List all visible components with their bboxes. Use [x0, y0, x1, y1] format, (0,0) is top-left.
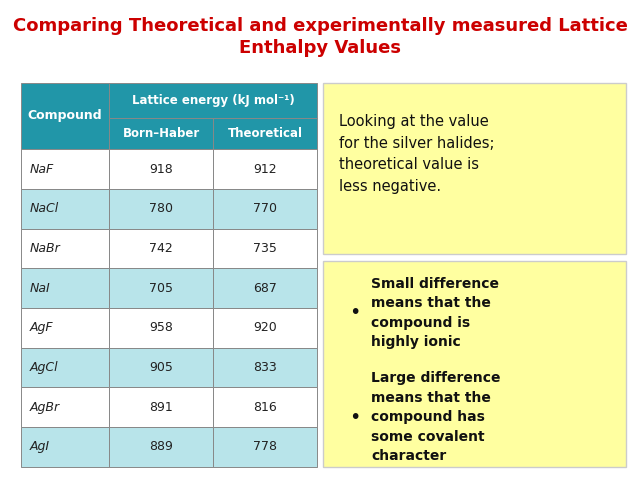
FancyBboxPatch shape [109, 83, 317, 118]
FancyBboxPatch shape [20, 189, 109, 228]
FancyBboxPatch shape [20, 427, 109, 467]
Text: 905: 905 [149, 361, 173, 374]
Text: 705: 705 [149, 282, 173, 295]
FancyBboxPatch shape [213, 268, 317, 308]
FancyBboxPatch shape [20, 83, 109, 149]
Text: Compound: Compound [28, 109, 102, 122]
Text: 833: 833 [253, 361, 277, 374]
Text: 918: 918 [149, 163, 173, 176]
Text: •: • [349, 408, 360, 427]
Text: AgF: AgF [30, 321, 54, 335]
FancyBboxPatch shape [109, 189, 213, 228]
Text: Looking at the value
for the silver halides;
theoretical value is
less negative.: Looking at the value for the silver hali… [339, 114, 495, 194]
Text: 770: 770 [253, 203, 277, 216]
Text: NaF: NaF [30, 163, 54, 176]
FancyBboxPatch shape [109, 118, 213, 149]
FancyBboxPatch shape [109, 268, 213, 308]
FancyBboxPatch shape [20, 348, 109, 387]
Text: AgBr: AgBr [30, 401, 60, 414]
FancyBboxPatch shape [109, 228, 213, 268]
Text: NaCl: NaCl [30, 203, 60, 216]
FancyBboxPatch shape [213, 348, 317, 387]
FancyBboxPatch shape [20, 149, 109, 189]
Text: NaI: NaI [30, 282, 51, 295]
FancyBboxPatch shape [109, 427, 213, 467]
Text: •: • [349, 303, 360, 322]
FancyBboxPatch shape [109, 308, 213, 348]
Text: Born–Haber: Born–Haber [123, 127, 200, 140]
Text: NaBr: NaBr [30, 242, 61, 255]
FancyBboxPatch shape [109, 387, 213, 427]
Text: AgCl: AgCl [30, 361, 59, 374]
Text: Comparing Theoretical and experimentally measured Lattice
Enthalpy Values: Comparing Theoretical and experimentally… [13, 17, 627, 57]
Text: 778: 778 [253, 440, 277, 453]
FancyBboxPatch shape [213, 189, 317, 228]
Text: Lattice energy (kJ mol⁻¹): Lattice energy (kJ mol⁻¹) [132, 94, 294, 107]
FancyBboxPatch shape [109, 348, 213, 387]
FancyBboxPatch shape [20, 387, 109, 427]
Text: 958: 958 [149, 321, 173, 335]
FancyBboxPatch shape [213, 228, 317, 268]
Text: 912: 912 [253, 163, 276, 176]
Text: 816: 816 [253, 401, 277, 414]
FancyBboxPatch shape [323, 83, 626, 254]
Text: AgI: AgI [30, 440, 50, 453]
Text: 735: 735 [253, 242, 277, 255]
FancyBboxPatch shape [109, 149, 213, 189]
Text: 780: 780 [149, 203, 173, 216]
Text: 742: 742 [149, 242, 173, 255]
FancyBboxPatch shape [213, 118, 317, 149]
Text: 920: 920 [253, 321, 277, 335]
FancyBboxPatch shape [20, 228, 109, 268]
FancyBboxPatch shape [213, 427, 317, 467]
FancyBboxPatch shape [20, 268, 109, 308]
FancyBboxPatch shape [213, 387, 317, 427]
Text: Theoretical: Theoretical [227, 127, 303, 140]
Text: 889: 889 [149, 440, 173, 453]
Text: Large difference
means that the
compound has
some covalent
character: Large difference means that the compound… [371, 372, 500, 463]
FancyBboxPatch shape [213, 308, 317, 348]
FancyBboxPatch shape [20, 308, 109, 348]
Text: 891: 891 [149, 401, 173, 414]
FancyBboxPatch shape [213, 149, 317, 189]
Text: Small difference
means that the
compound is
highly ionic: Small difference means that the compound… [371, 276, 499, 349]
FancyBboxPatch shape [323, 262, 626, 467]
Text: 687: 687 [253, 282, 277, 295]
